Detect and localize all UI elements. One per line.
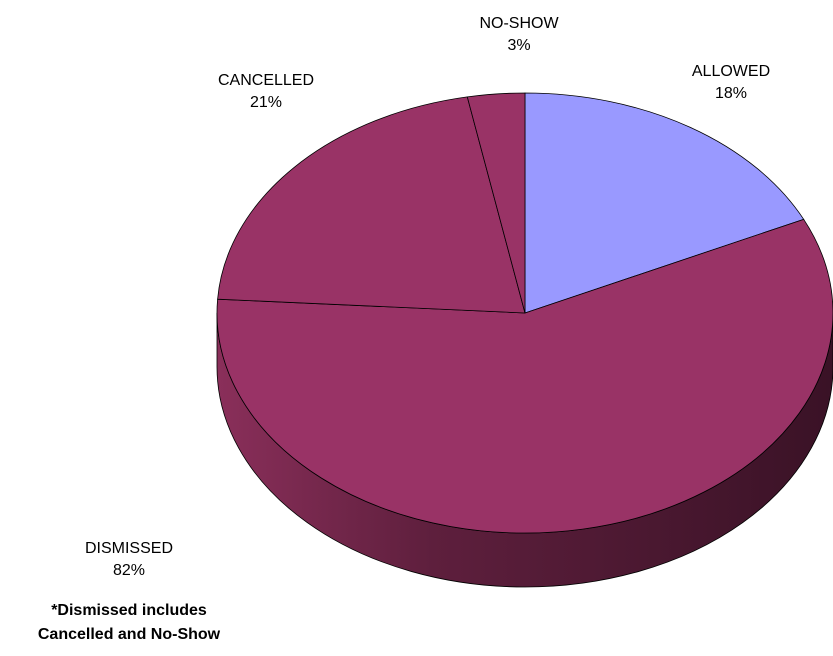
label-dismissed-name: DISMISSED xyxy=(85,540,173,557)
pie-slice-no-show xyxy=(466,92,526,314)
pie-slice-allowed xyxy=(524,92,805,314)
footnote-line-2: Cancelled and No-Show xyxy=(37,626,221,643)
pie-slice-dismissed xyxy=(216,218,833,534)
pie-slices xyxy=(216,92,833,534)
label-no-show-name: NO-SHOW xyxy=(479,15,559,32)
label-allowed-name: ALLOWED xyxy=(692,63,770,80)
label-allowed-value: 18% xyxy=(715,85,747,102)
footnote: *Dismissed includes Cancelled and No-Sho… xyxy=(0,599,258,647)
pie-slice-cancelled xyxy=(217,96,526,314)
label-cancelled-name: CANCELLED xyxy=(218,72,314,89)
label-no-show-value: 3% xyxy=(507,37,530,54)
label-dismissed-value: 82% xyxy=(113,562,145,579)
footnote-line-1: *Dismissed includes xyxy=(51,602,207,619)
label-cancelled-value: 21% xyxy=(250,94,282,111)
